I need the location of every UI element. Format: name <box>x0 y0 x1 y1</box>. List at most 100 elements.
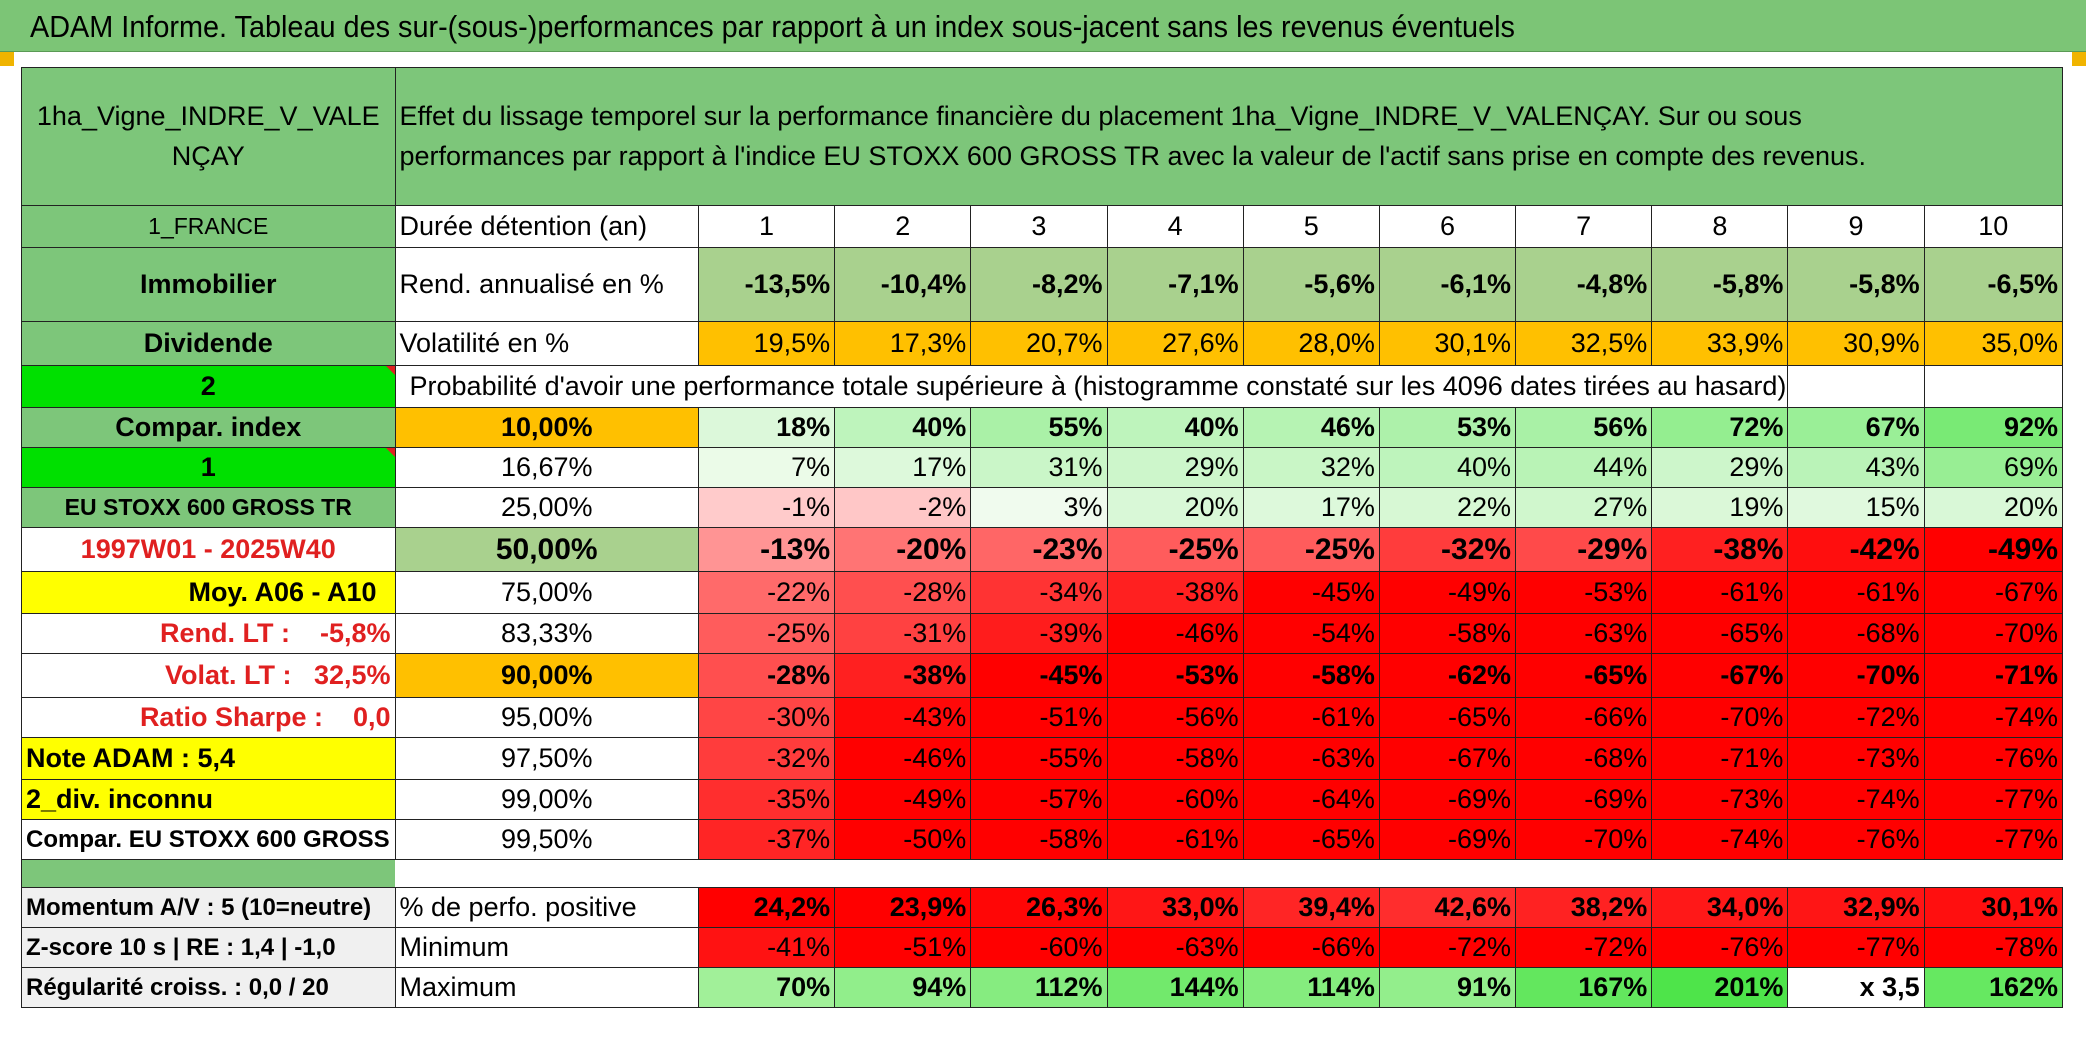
year-cell: 1 <box>697 205 836 248</box>
quantile-cell: -50% <box>834 819 972 860</box>
quantile-cell: -28% <box>834 571 972 614</box>
vol-cell: 33,9% <box>1651 321 1789 366</box>
quantile-cell: -74% <box>1651 819 1789 860</box>
quantile-cell: -68% <box>1787 613 1925 654</box>
spacer-cell <box>395 859 2063 888</box>
rend-lt-label: Rend. LT : -5,8% <box>21 613 396 654</box>
quantile-cell: -13% <box>697 527 836 572</box>
quantile-cell: -73% <box>1787 737 1925 780</box>
probability-label: Probabilité d'avoir une performance tota… <box>394 365 1789 408</box>
min-cell: -63% <box>1106 927 1244 968</box>
quantile-cell: 44% <box>1515 447 1653 488</box>
quantile-cell: -63% <box>1515 613 1653 654</box>
min-cell: -51% <box>834 927 972 968</box>
corner-marker <box>2072 52 2086 66</box>
vol-cell: 30,9% <box>1787 321 1925 366</box>
quantile-cell: -68% <box>1515 737 1653 780</box>
quantile-label: 97,50% <box>394 737 699 780</box>
quantile-cell: -54% <box>1242 613 1380 654</box>
min-cell: -41% <box>697 927 836 968</box>
compar-full-label: Compar. EU STOXX 600 GROSS TR <box>21 819 396 860</box>
vol-cell: 28,0% <box>1242 321 1380 366</box>
quantile-cell: -70% <box>1651 697 1789 738</box>
quantile-cell: -69% <box>1378 779 1517 820</box>
max-cell: 144% <box>1106 967 1244 1008</box>
quantile-label: 95,00% <box>394 697 699 738</box>
pos-cell: 42,6% <box>1378 887 1517 928</box>
quantile-cell: 40% <box>1106 407 1244 448</box>
quantile-cell: -38% <box>1106 571 1244 614</box>
max-cell: 167% <box>1515 967 1653 1008</box>
min-cell: -72% <box>1378 927 1517 968</box>
quantile-cell: 29% <box>1651 447 1789 488</box>
quantile-cell: -38% <box>1651 527 1789 572</box>
vol-cell: 32,5% <box>1515 321 1653 366</box>
quantile-cell: -65% <box>1515 653 1653 698</box>
quantile-cell: 40% <box>834 407 972 448</box>
quantile-cell: -65% <box>1242 819 1380 860</box>
max-cell: 94% <box>834 967 972 1008</box>
quantile-cell: -43% <box>834 697 972 738</box>
quantile-cell: -67% <box>1378 737 1517 780</box>
quantile-label: 83,33% <box>394 613 699 654</box>
min-cell: -72% <box>1515 927 1653 968</box>
quantile-cell: -63% <box>1242 737 1380 780</box>
quantile-cell: 43% <box>1787 447 1925 488</box>
quantile-cell: 67% <box>1787 407 1925 448</box>
sharpe-label: Ratio Sharpe : 0,0 <box>21 697 396 738</box>
quantile-cell: 53% <box>1378 407 1517 448</box>
year-cell: 8 <box>1651 205 1789 248</box>
moy-label: Moy. A06 - A10 <box>21 571 396 614</box>
selector-1-input[interactable]: 2 <box>21 365 396 408</box>
quantile-cell: -53% <box>1515 571 1653 614</box>
asset-name-line2: NÇAY <box>171 140 245 171</box>
pos-cell: 34,0% <box>1651 887 1789 928</box>
quantile-cell: -38% <box>834 653 972 698</box>
quantile-label: 90,00% <box>394 653 699 698</box>
country-label: 1_FRANCE <box>21 205 396 248</box>
quantile-cell: -29% <box>1515 527 1653 572</box>
report-banner: ADAM Informe. Tableau des sur-(sous-)per… <box>0 0 2086 52</box>
quantile-cell: -30% <box>697 697 836 738</box>
pos-cell: 32,9% <box>1787 887 1925 928</box>
quantile-cell: -64% <box>1242 779 1380 820</box>
empty-cell <box>1787 365 1925 408</box>
year-cell: 9 <box>1787 205 1925 248</box>
description-line2: performances par rapport à l'indice EU S… <box>399 140 1867 171</box>
note-adam-label: Note ADAM : 5,4 <box>21 737 396 780</box>
max-cell: 114% <box>1242 967 1380 1008</box>
compar-index-label: Compar. index <box>21 407 396 448</box>
asset-name-cell: 1ha_Vigne_INDRE_V_VALE NÇAY <box>21 67 396 206</box>
quantile-cell: -62% <box>1378 653 1517 698</box>
quantile-cell: -67% <box>1651 653 1789 698</box>
quantile-label: 50,00% <box>394 527 699 572</box>
max-cell: 201% <box>1651 967 1789 1008</box>
quantile-cell: -70% <box>1787 653 1925 698</box>
quantile-cell: 7% <box>697 447 836 488</box>
vol-label: Volatilité en % <box>394 321 699 366</box>
quantile-cell: -69% <box>1515 779 1653 820</box>
quantile-label: 16,67% <box>394 447 699 488</box>
rend-cell: -6,5% <box>1923 247 2064 322</box>
max-cell: 91% <box>1378 967 1517 1008</box>
max-label: Maximum <box>394 967 699 1008</box>
momentum-label: Momentum A/V : 5 (10=neutre) <box>21 887 396 928</box>
quantile-cell: -77% <box>1923 819 2064 860</box>
rend-cell: -4,8% <box>1515 247 1653 322</box>
quantile-cell: 17% <box>1242 487 1380 528</box>
quantile-cell: 18% <box>697 407 836 448</box>
year-cell: 3 <box>970 205 1108 248</box>
quantile-cell: -67% <box>1923 571 2064 614</box>
quantile-label: 10,00% <box>394 407 699 448</box>
selector-2-input[interactable]: 1 <box>21 447 396 488</box>
quantile-cell: 17% <box>834 447 972 488</box>
quantile-cell: -45% <box>970 653 1108 698</box>
quantile-label: 25,00% <box>394 487 699 528</box>
max-cell: 112% <box>970 967 1108 1008</box>
rend-cell: -10,4% <box>834 247 972 322</box>
quantile-cell: -53% <box>1106 653 1244 698</box>
description-cell: Effet du lissage temporel sur la perform… <box>394 67 2064 206</box>
min-label: Minimum <box>394 927 699 968</box>
pos-cell: 30,1% <box>1923 887 2064 928</box>
pos-cell: 26,3% <box>970 887 1108 928</box>
